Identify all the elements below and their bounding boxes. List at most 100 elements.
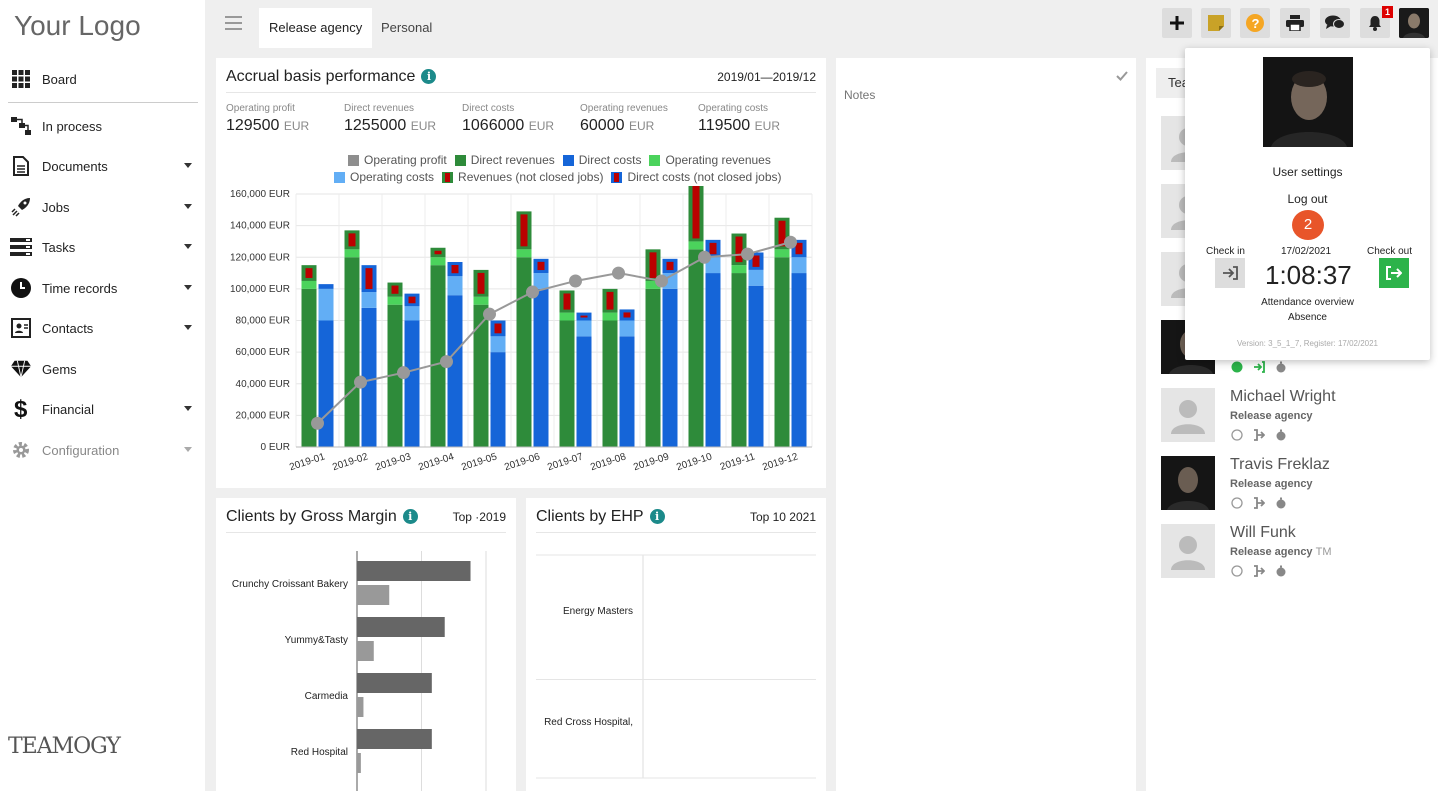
sidebar-item-contacts[interactable]: Contacts xyxy=(10,313,198,343)
plus-icon xyxy=(1170,16,1184,30)
sidebar-item-configuration[interactable]: Configuration xyxy=(10,435,198,465)
sidebar-item-board[interactable]: Board xyxy=(10,64,198,94)
info-icon[interactable]: i xyxy=(402,509,418,524)
legend-item[interactable]: Direct costs (not closed jobs) xyxy=(627,170,782,184)
bar-inner-marker xyxy=(666,261,674,271)
team-member-name[interactable]: Michael Wright xyxy=(1230,388,1336,405)
app-logo[interactable]: Your Logo xyxy=(14,10,141,41)
bar-inner-marker xyxy=(649,252,657,278)
chevron-down-icon[interactable] xyxy=(184,163,192,168)
log-out-link[interactable]: Log out xyxy=(1287,192,1328,206)
margin-bar-secondary xyxy=(357,753,361,773)
notifications-button[interactable]: 1 xyxy=(1360,6,1393,38)
add-button[interactable] xyxy=(1162,8,1192,38)
sidebar-item-documents[interactable]: Documents xyxy=(10,151,198,181)
legend-item[interactable]: Operating revenues xyxy=(665,153,771,167)
chevron-down-icon[interactable] xyxy=(184,244,192,249)
dollar-icon: $ xyxy=(10,397,32,421)
notes-input[interactable] xyxy=(844,88,1124,778)
ehp-chart: Energy Masters Red Cross Hospital, xyxy=(536,554,816,779)
x-tick-label: 2019-04 xyxy=(417,451,456,473)
notes-panel xyxy=(836,58,1136,791)
clock-icon xyxy=(10,277,32,299)
date-range[interactable]: 2019/01—2019/12 xyxy=(717,70,816,84)
sidebar-item-tasks[interactable]: Tasks xyxy=(10,232,198,262)
print-button[interactable] xyxy=(1280,8,1310,38)
date-range[interactable]: Top ·2019 xyxy=(452,510,506,524)
tab-personal[interactable]: Personal xyxy=(381,20,433,35)
avatar-placeholder xyxy=(1161,524,1215,578)
tab-release-agency[interactable]: Release agency xyxy=(259,8,373,48)
legend-item[interactable]: Direct costs xyxy=(578,153,642,167)
chevron-down-icon[interactable] xyxy=(184,204,192,209)
stopwatch-icon xyxy=(1275,428,1287,441)
bar-inner-marker xyxy=(520,214,528,247)
bar-operating-revenues xyxy=(516,249,532,258)
sign-out-icon xyxy=(1386,266,1402,280)
bar-inner-marker xyxy=(305,268,313,278)
sidebar-item-in-process[interactable]: In process xyxy=(10,111,198,141)
chevron-down-icon[interactable] xyxy=(184,325,192,330)
help-button[interactable]: ? xyxy=(1240,8,1270,38)
sidebar-item-label: Board xyxy=(42,71,77,87)
chat-button[interactable] xyxy=(1320,8,1350,38)
y-category-label: Red Cross Hospital, xyxy=(544,717,633,728)
team-member-name[interactable]: Will Funk xyxy=(1230,524,1296,541)
info-icon[interactable]: i xyxy=(649,509,665,524)
sidebar-item-jobs[interactable]: Jobs xyxy=(10,192,198,222)
bar-direct-costs xyxy=(791,273,807,447)
team-member-name[interactable]: Travis Freklaz xyxy=(1230,456,1330,473)
bar-direct-costs xyxy=(705,273,721,447)
sticky-note-icon xyxy=(1208,15,1224,31)
info-icon[interactable]: i xyxy=(421,69,437,84)
margin-bar xyxy=(357,561,471,581)
x-tick-label: 2019-01 xyxy=(288,451,327,473)
kpi-operating-profit: Operating profit 129500 EUR xyxy=(226,103,310,134)
operating-profit-point xyxy=(483,307,496,321)
operating-profit-point xyxy=(655,274,668,288)
y-tick-label: 40,000 EUR xyxy=(236,379,290,390)
attendance-overview-link[interactable]: Attendance overview xyxy=(1261,297,1354,308)
bar-operating-costs xyxy=(447,276,463,296)
absence-link[interactable]: Absence xyxy=(1288,312,1327,323)
sidebar-item-gems[interactable]: Gems xyxy=(10,354,198,384)
bar-direct-costs xyxy=(576,336,592,447)
date-range[interactable]: Top 10 2021 xyxy=(749,510,816,524)
brand-logo: TEAMOGY xyxy=(8,734,121,759)
chevron-down-icon[interactable] xyxy=(184,447,192,452)
check-out-button[interactable] xyxy=(1379,258,1409,288)
y-category-label: Yummy&Tasty xyxy=(285,635,348,646)
operating-profit-point xyxy=(784,235,797,249)
attendance-date: 17/02/2021 xyxy=(1281,246,1332,257)
operating-profit-line xyxy=(316,241,791,425)
sidebar-item-label: Financial xyxy=(42,401,95,417)
legend-item[interactable]: Revenues (not closed jobs) xyxy=(458,170,604,184)
top-bar: Release agency Personal ? 1 xyxy=(205,0,1438,48)
sign-in-icon xyxy=(1223,266,1238,280)
kpi-direct-revenues: Direct revenues 1255000 EUR xyxy=(344,103,437,134)
legend-item[interactable]: Direct revenues xyxy=(470,153,555,167)
legend-item[interactable]: Operating profit xyxy=(364,153,447,167)
sidebar-item-time-records[interactable]: Time records xyxy=(10,273,198,303)
margin-bar xyxy=(357,729,432,749)
user-photo xyxy=(1263,57,1353,147)
checkmark-icon[interactable] xyxy=(1116,71,1128,81)
sidebar-item-financial[interactable]: $ Financial xyxy=(10,394,198,424)
user-settings-link[interactable]: User settings xyxy=(1272,165,1343,179)
gross-margin-panel: Clients by Gross Margin i Top ·2019 Crunc… xyxy=(216,498,516,791)
bar-direct-costs-not-closed-jobs- xyxy=(318,284,334,289)
rocket-icon xyxy=(10,196,32,218)
user-avatar-button[interactable] xyxy=(1399,8,1429,38)
margin-bar-secondary xyxy=(357,641,374,661)
check-in-button[interactable] xyxy=(1215,258,1245,288)
svg-text:$: $ xyxy=(14,397,28,421)
chevron-down-icon[interactable] xyxy=(184,285,192,290)
legend-item[interactable]: Operating costs xyxy=(350,170,435,184)
y-tick-label: 60,000 EUR xyxy=(236,347,290,358)
sidebar-item-label: Documents xyxy=(42,158,108,174)
y-category-label: Energy Masters xyxy=(563,606,633,617)
hamburger-menu-icon[interactable] xyxy=(225,16,242,34)
sticky-notes-button[interactable] xyxy=(1201,8,1231,38)
notification-badge: 1 xyxy=(1381,6,1393,18)
chevron-down-icon[interactable] xyxy=(184,406,192,411)
